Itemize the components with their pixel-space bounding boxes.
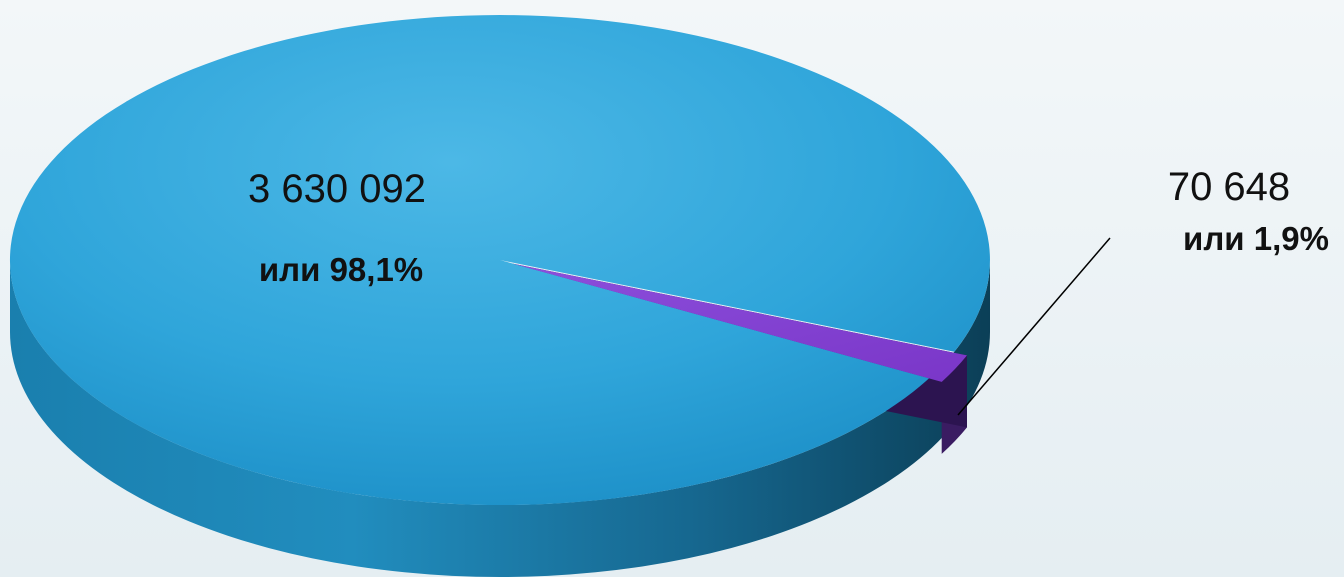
data-label-value-0: 3 630 092 bbox=[248, 167, 426, 211]
data-label-percent-0: или 98,1% bbox=[259, 251, 423, 288]
pie-slice-1 bbox=[512, 263, 967, 382]
data-label-value-1: 70 648 bbox=[1168, 165, 1290, 209]
pie-slice-0 bbox=[9, 15, 990, 506]
leader-line bbox=[957, 237, 1111, 416]
data-label-percent-1: или 1,9% bbox=[1183, 220, 1329, 257]
pie-slice-0-side bbox=[10, 260, 990, 577]
